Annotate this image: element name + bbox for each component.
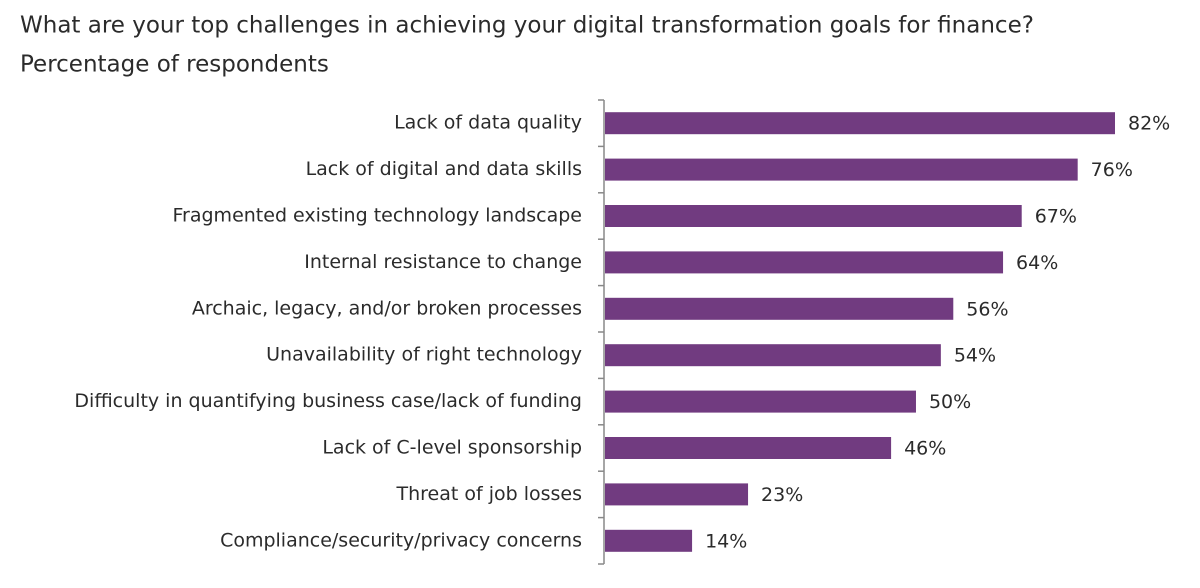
value-label: 50% bbox=[929, 391, 971, 413]
bar bbox=[605, 483, 749, 506]
value-label: 56% bbox=[966, 298, 1008, 320]
value-label: 82% bbox=[1128, 113, 1170, 135]
value-label: 46% bbox=[904, 438, 946, 460]
value-label: 64% bbox=[1016, 252, 1058, 274]
bar bbox=[605, 437, 892, 459]
bar bbox=[605, 344, 941, 367]
bar bbox=[605, 205, 1022, 227]
value-label: 14% bbox=[705, 530, 747, 552]
bar bbox=[605, 158, 1078, 181]
category-label: Internal resistance to change bbox=[304, 251, 582, 273]
value-label: 67% bbox=[1035, 206, 1077, 228]
value-label: 76% bbox=[1091, 159, 1133, 181]
category-label: Fragmented existing technology landscape bbox=[173, 205, 583, 227]
category-label: Unavailability of right technology bbox=[266, 344, 582, 366]
bar bbox=[605, 529, 693, 552]
category-label: Difficulty in quantifying business case/… bbox=[74, 390, 582, 412]
category-label: Lack of digital and data skills bbox=[306, 158, 582, 180]
bar bbox=[605, 112, 1115, 135]
chart-title: What are your top challenges in achievin… bbox=[20, 13, 1034, 39]
category-label: Lack of data quality bbox=[394, 112, 582, 134]
category-label: Compliance/security/privacy concerns bbox=[220, 529, 582, 551]
category-label: Threat of job losses bbox=[395, 483, 582, 505]
category-label: Archaic, legacy, and/or broken processes bbox=[192, 297, 582, 319]
value-label: 23% bbox=[761, 484, 803, 506]
bar bbox=[605, 297, 954, 320]
value-label: 54% bbox=[954, 345, 996, 367]
bar bbox=[605, 390, 916, 413]
chart-subtitle: Percentage of respondents bbox=[20, 52, 329, 78]
bar bbox=[605, 251, 1004, 274]
category-label: Lack of C-level sponsorship bbox=[322, 437, 582, 459]
